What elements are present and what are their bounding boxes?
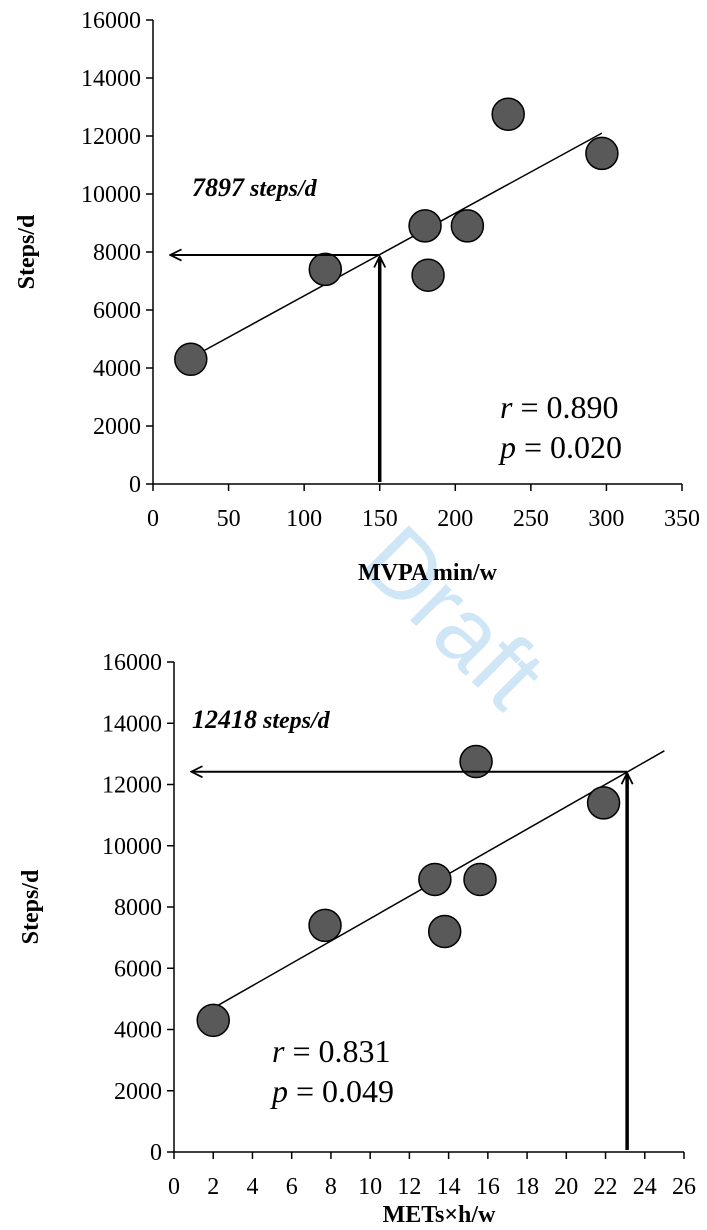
y-tick-label: 6000 [93, 298, 141, 324]
data-point [408, 209, 442, 243]
x-tick-label: 100 [286, 506, 322, 532]
annotation-unit: steps/d [244, 176, 318, 202]
y-tick-label: 16000 [81, 8, 141, 34]
x-tick-label: 10 [358, 1174, 382, 1200]
x-tick-label: 20 [554, 1174, 578, 1200]
annotation-unit: steps/d [257, 708, 331, 734]
data-point [308, 908, 342, 943]
y-tick-label: 16000 [102, 650, 162, 676]
annotation-label: 7897 steps/d [192, 173, 318, 202]
data-point [411, 258, 445, 292]
stat-p-value: = 0.020 [516, 429, 622, 465]
annotation-value: 12418 [192, 705, 257, 734]
stat-p-symbol: p [498, 429, 516, 465]
x-tick-label: 350 [664, 506, 700, 532]
data-point [418, 862, 452, 897]
x-tick-label: 26 [672, 1174, 696, 1200]
y-tick-label: 4000 [93, 356, 141, 382]
y-tick-label: 10000 [81, 182, 141, 208]
data-point [308, 252, 343, 287]
data-point [491, 97, 525, 131]
x-tick-label: 200 [437, 506, 473, 532]
data-point [459, 744, 493, 779]
chart-mvpa: 0 2000 4000 6000 8000 10000 12000 14000 16000 0 50… [14, 8, 700, 586]
stat-r-value: = 0.890 [512, 389, 618, 425]
y-tick-label: 12000 [81, 124, 141, 150]
stat-p-value: = 0.049 [288, 1073, 394, 1109]
x-tick-label: 6 [286, 1174, 298, 1200]
y-tick-label: 4000 [114, 1018, 162, 1044]
y-axis-title: Steps/d [18, 869, 44, 944]
data-point [463, 862, 497, 897]
watermark: Draft [342, 506, 565, 729]
x-tick-label: 18 [515, 1174, 539, 1200]
x-tick-label: 24 [633, 1174, 657, 1200]
y-tick-label: 12000 [102, 773, 162, 799]
x-tick-label: 50 [217, 506, 241, 532]
x-tick-label: 14 [437, 1174, 461, 1200]
y-tick-label: 0 [129, 472, 141, 498]
stat-p-symbol: p [270, 1073, 288, 1109]
y-tick-label: 2000 [93, 414, 141, 440]
stat-r-value: = 0.831 [284, 1033, 390, 1069]
y-tick-label: 8000 [93, 240, 141, 266]
data-point [586, 786, 621, 820]
x-tick-label: 22 [594, 1174, 618, 1200]
x-tick-label: 8 [325, 1174, 337, 1200]
x-tick-label: 12 [397, 1174, 421, 1200]
stat-p: p = 0.020 [498, 429, 622, 465]
y-tick-label: 2000 [114, 1079, 162, 1105]
y-tick-label: 0 [150, 1140, 162, 1166]
x-tick-label: 0 [147, 506, 159, 532]
stat-r: r = 0.890 [500, 389, 619, 425]
data-point [450, 209, 485, 243]
x-tick-label: 150 [362, 506, 398, 532]
annotation-label: 12418 steps/d [192, 705, 331, 734]
x-tick-label: 16 [476, 1174, 500, 1200]
stat-r-symbol: r [500, 389, 513, 425]
x-tick-label: 4 [246, 1174, 258, 1200]
y-tick-label: 8000 [114, 895, 162, 921]
x-tick-label: 0 [168, 1174, 180, 1200]
stat-p: p = 0.049 [270, 1073, 394, 1109]
x-axis-title: MVPA min/w [358, 560, 498, 586]
y-axis-title: Steps/d [14, 214, 40, 289]
y-tick-label: 14000 [81, 66, 141, 92]
data-point [585, 136, 619, 171]
stat-r-symbol: r [272, 1033, 285, 1069]
stat-r: r = 0.831 [272, 1033, 391, 1069]
x-tick-label: 300 [588, 506, 624, 532]
data-point [174, 342, 208, 377]
trendline [190, 132, 603, 359]
x-tick-label: 2 [207, 1174, 219, 1200]
data-point [196, 1003, 230, 1038]
x-axis-title: METs×h/w [383, 1202, 496, 1228]
annotation-value: 7897 [192, 173, 245, 202]
y-tick-label: 10000 [102, 834, 162, 860]
y-tick-label: 14000 [102, 711, 162, 737]
y-tick-label: 6000 [114, 956, 162, 982]
data-point [427, 914, 462, 949]
x-tick-label: 250 [513, 506, 549, 532]
